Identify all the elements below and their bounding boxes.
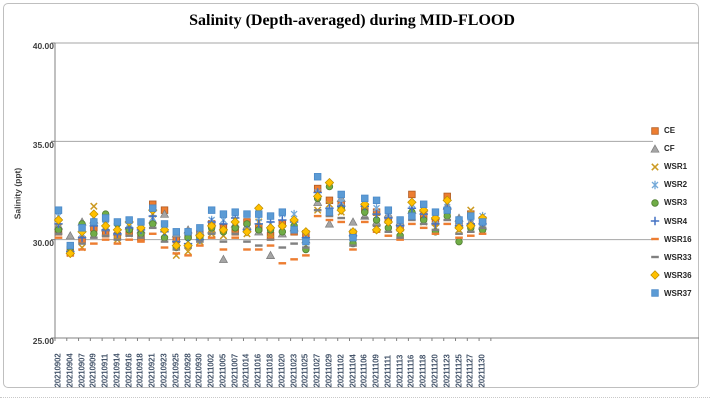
- x-tick-label: 20211029: [324, 353, 334, 388]
- x-tick-label: 20211125: [454, 354, 464, 388]
- x-tick-label: 20211020: [277, 353, 287, 388]
- x-tick-label: 20210928: [183, 353, 193, 388]
- x-tick-label: 20211102: [336, 354, 346, 388]
- x-tick-label: 20211106: [359, 354, 369, 388]
- legend-label: WSR36: [664, 270, 692, 280]
- axes: [51, 42, 699, 341]
- y-tick-label: 30.00: [32, 238, 54, 248]
- square-marker-icon: [651, 289, 659, 298]
- x-tick-label: 20211007: [230, 353, 240, 388]
- x-tick-label: 20210918: [135, 353, 145, 388]
- legend-label: WSR3: [664, 198, 688, 208]
- x-tick-label: 20210921: [147, 353, 157, 388]
- x-tick-label: 20210916: [124, 353, 134, 388]
- x-tick-label: 20211113: [395, 354, 405, 388]
- x-tick-label: 20210923: [159, 353, 169, 388]
- plus-marker-icon: [650, 216, 660, 226]
- legend-item-WSR36: WSR36: [649, 269, 692, 281]
- x-tick-label: 20210907: [77, 353, 87, 388]
- y-tick-label: 40.00: [32, 41, 54, 51]
- x-tick-label: 20211018: [265, 353, 275, 388]
- x-tick-label: 20211123: [442, 354, 452, 388]
- series-WSR37: [54, 173, 487, 250]
- x-tick-label: 20211014: [241, 353, 251, 388]
- chart-title: Salinity (Depth-averaged) during MID-FLO…: [189, 12, 515, 29]
- legend-label: WSR37: [664, 288, 692, 298]
- legend-label: CE: [664, 126, 676, 135]
- dash-marker-icon: [651, 237, 659, 241]
- x-marker-icon: [651, 162, 659, 171]
- y-tick-label: 35.00: [32, 140, 54, 150]
- legend-item-WSR4: WSR4: [649, 215, 687, 227]
- x-tick-label: 20211005: [218, 353, 228, 388]
- diamond-marker-icon: [650, 270, 660, 280]
- x-tick-label: 20210911: [100, 353, 110, 388]
- triangle-marker-icon: [650, 143, 660, 153]
- legend-item-WSR33: WSR33: [649, 251, 692, 263]
- y-tick-label: 25.00: [32, 336, 54, 346]
- x-tick-label: 20210902: [53, 353, 63, 388]
- x-tick-label: 20211025: [300, 353, 310, 388]
- chart-frame: Salinity (Depth-averaged) during MID-FLO…: [3, 3, 699, 388]
- x-tick-label: 20211002: [206, 353, 216, 388]
- x-tick-label: 20211016: [253, 353, 263, 388]
- x-tick-label: 20211111: [383, 355, 393, 388]
- asterisk-marker-icon: [651, 180, 659, 189]
- x-tick-label: 20210904: [65, 353, 75, 388]
- x-tick-label: 20211127: [465, 354, 475, 388]
- legend-item-WSR1: WSR1: [649, 161, 687, 173]
- dash-marker-icon: [651, 255, 659, 259]
- page-bottom-border: [0, 397, 710, 398]
- legend-label: WSR33: [664, 252, 692, 262]
- x-tick-label: 20211118: [418, 354, 428, 388]
- legend-item-WSR16: WSR16: [649, 233, 692, 245]
- x-tick-label: 20211130: [477, 354, 487, 388]
- x-tick-label: 20211120: [430, 354, 440, 388]
- x-tick-label: 20210925: [171, 353, 181, 388]
- legend-item-WSR37: WSR37: [649, 287, 692, 299]
- legend-item-WSR3: WSR3: [649, 197, 687, 209]
- legend-label: WSR2: [664, 180, 688, 190]
- legend-label: WSR16: [664, 234, 692, 244]
- legend-item-WSR2: WSR2: [649, 179, 687, 191]
- legend-label: WSR4: [664, 216, 688, 226]
- x-tick-label: 20210914: [112, 353, 122, 388]
- square-marker-icon: [651, 126, 659, 135]
- x-tick-label: 20210909: [88, 353, 98, 388]
- circle-marker-icon: [651, 199, 659, 207]
- x-tick-label: 20211109: [371, 354, 381, 388]
- legend-item-CE: CE: [649, 125, 675, 137]
- x-tick-label: 20211027: [312, 353, 322, 388]
- x-tick-label: 20211023: [289, 353, 299, 388]
- legend-label: WSR1: [664, 162, 688, 172]
- x-tick-label: 20210930: [194, 353, 204, 388]
- legend-item-CF: CF: [649, 143, 675, 155]
- legend-label: CF: [664, 144, 675, 154]
- x-tick-label: 20211104: [348, 354, 357, 388]
- x-tick-label: 20211116: [406, 354, 416, 388]
